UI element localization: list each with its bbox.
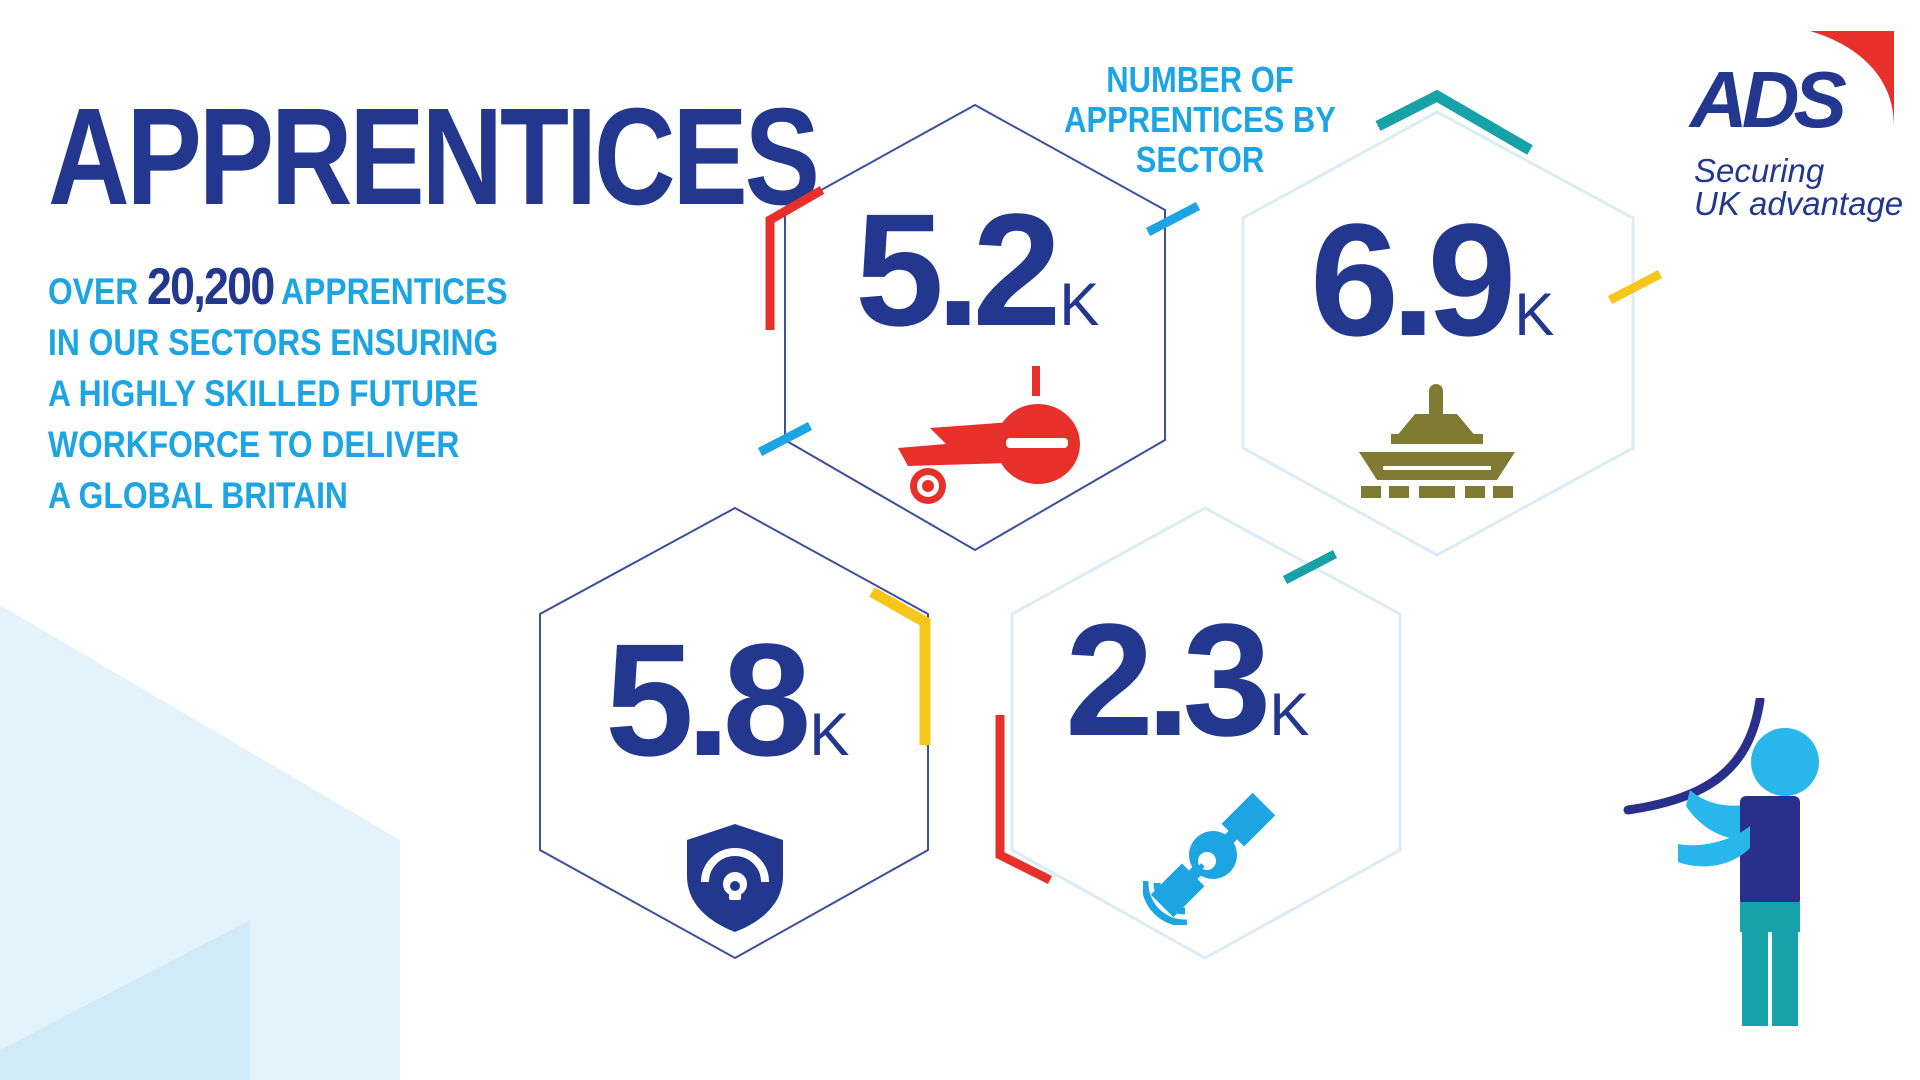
sector-chart-title: NUMBER OF APPRENTICES BY SECTOR xyxy=(1062,60,1337,180)
stat-defence: 6.9 K xyxy=(1310,200,1554,360)
hexagon-space xyxy=(1010,506,1402,960)
stat-value: 6.9 xyxy=(1310,190,1516,369)
intro-suffix: APPRENTICES xyxy=(281,271,508,312)
logo-tagline-line: UK advantage xyxy=(1694,185,1904,222)
logo-mark: ADS xyxy=(1690,55,1847,144)
ads-logo: ADS Securing UK advantage xyxy=(1690,28,1903,228)
stat-unit: K xyxy=(809,701,850,768)
intro-line: WORKFORCE TO DELIVER xyxy=(48,424,460,465)
logo-tagline: Securing UK advantage xyxy=(1694,154,1903,220)
stat-unit: K xyxy=(1514,281,1555,348)
intro-text: OVER 20,200 APPRENTICES IN OUR SECTORS E… xyxy=(48,261,598,521)
sector-title-line: SECTOR xyxy=(1135,139,1265,180)
intro-first-line: OVER 20,200 APPRENTICES xyxy=(48,261,598,317)
stat-unit: K xyxy=(1059,271,1100,338)
intro-prefix: OVER xyxy=(48,271,139,312)
total-apprentices: 20,200 xyxy=(147,258,275,316)
logo-tagline-line: Securing xyxy=(1694,152,1825,189)
stat-security: 5.8 K xyxy=(605,620,849,780)
tank-icon xyxy=(1359,384,1515,498)
sector-title-line: APPRENTICES BY xyxy=(1064,99,1336,140)
page-title: APPRENTICES xyxy=(48,80,820,234)
hexagon-security xyxy=(539,506,929,960)
aircraft-icon xyxy=(898,366,1080,504)
stat-value: 5.2 xyxy=(855,180,1061,359)
stat-space: 2.3 K xyxy=(1065,600,1309,760)
logo-swoosh xyxy=(1810,31,1894,127)
intro-line: A HIGHLY SKILLED FUTURE xyxy=(48,373,479,414)
satellite-icon xyxy=(1143,792,1276,925)
sector-title-line: NUMBER OF xyxy=(1106,59,1294,100)
stat-unit: K xyxy=(1269,681,1310,748)
intro-line: A GLOBAL BRITAIN xyxy=(48,475,348,516)
stat-aerospace: 5.2 K xyxy=(855,190,1099,350)
person-illustration xyxy=(1623,698,1819,1026)
stat-value: 2.3 xyxy=(1065,590,1271,769)
security-shield-icon xyxy=(687,824,783,932)
intro-line: IN OUR SECTORS ENSURING xyxy=(48,322,499,363)
stat-value: 5.8 xyxy=(605,610,811,789)
hexagon-defence xyxy=(1241,110,1635,557)
